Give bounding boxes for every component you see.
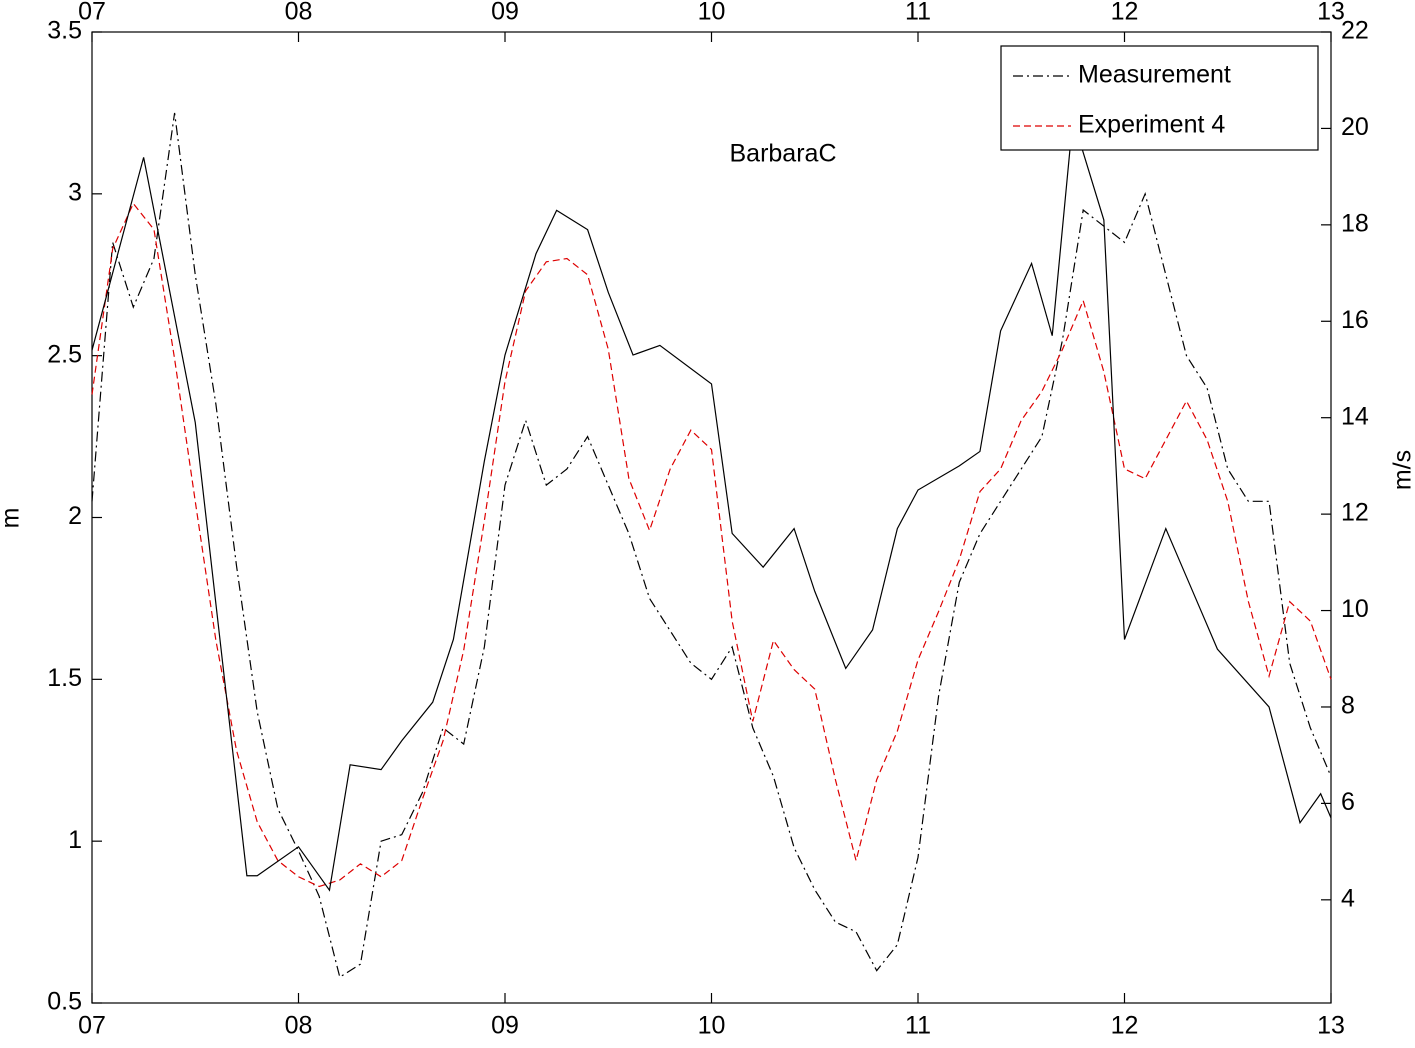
y2-tick-label: 12 [1341, 499, 1369, 527]
series-line [91, 112, 1332, 979]
y-tick-label: 1.5 [47, 664, 82, 692]
y-tick-label: 3 [68, 178, 82, 206]
series-line [91, 118, 1332, 892]
y2-tick-label: 16 [1341, 306, 1369, 334]
y-tick-label: 2.5 [47, 340, 82, 368]
x-tick-label-top: 11 [905, 0, 931, 26]
x-tick-label: 12 [1111, 1012, 1139, 1040]
x-tick-label: 13 [1317, 1012, 1345, 1040]
legend-box [1000, 45, 1319, 151]
x-tick-label-top: 13 [1317, 0, 1345, 26]
x-tick-label: 10 [698, 1012, 726, 1040]
x-tick-label-top: 09 [491, 0, 519, 26]
y-tick-label: 1 [68, 826, 82, 854]
series-line [91, 202, 1332, 888]
plot-frame [91, 31, 1332, 1004]
y-tick-label: 2 [68, 502, 82, 530]
x-tick-label: 07 [78, 1012, 106, 1040]
x-tick-label: 08 [285, 1012, 313, 1040]
y-tick-label: 0.5 [47, 988, 82, 1016]
x-tick-label-top: 07 [78, 0, 106, 26]
y2-tick-label: 18 [1341, 209, 1369, 237]
y2-tick-label: 6 [1341, 788, 1355, 816]
y2-tick-label: 22 [1341, 17, 1369, 45]
legend-label: Measurement [1078, 61, 1231, 89]
y2-tick-label: 14 [1341, 402, 1369, 430]
y2-tick-label: 20 [1341, 113, 1369, 141]
x-tick-label-top: 08 [285, 0, 313, 26]
y-tick-label: 3.5 [47, 17, 82, 45]
x-tick-label: 09 [491, 1012, 519, 1040]
y2-tick-label: 8 [1341, 692, 1355, 720]
legend-label: Experiment 4 [1078, 111, 1225, 139]
y-axis-label: m [0, 508, 25, 529]
y2-tick-label: 4 [1341, 884, 1355, 912]
annotation: BarbaraC [730, 140, 837, 168]
x-tick-label-top: 12 [1111, 0, 1139, 26]
y2-axis-label: m/s [1389, 450, 1415, 490]
x-tick-label: 11 [905, 1012, 931, 1040]
x-tick-label-top: 10 [698, 0, 726, 26]
y2-tick-label: 10 [1341, 595, 1369, 623]
